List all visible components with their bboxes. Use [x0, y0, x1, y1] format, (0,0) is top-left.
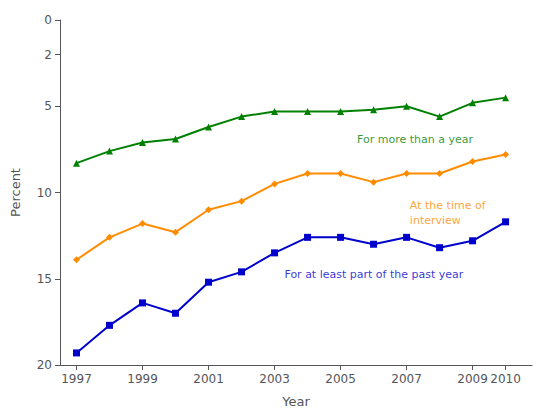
svg-text:1999: 1999: [127, 372, 158, 386]
svg-text:interview: interview: [410, 214, 461, 227]
svg-text:2: 2: [44, 48, 52, 62]
svg-text:2003: 2003: [259, 372, 290, 386]
svg-text:For at least part of the past: For at least part of the past year: [284, 268, 463, 281]
svg-text:2001: 2001: [193, 372, 224, 386]
svg-text:2010: 2010: [490, 372, 521, 386]
svg-text:5: 5: [44, 99, 52, 113]
svg-text:Percent: Percent: [8, 168, 23, 217]
svg-text:2007: 2007: [391, 372, 422, 386]
svg-text:0: 0: [44, 13, 52, 27]
svg-text:For more than a year: For more than a year: [357, 133, 473, 146]
svg-text:1997: 1997: [61, 372, 92, 386]
svg-text:Year: Year: [281, 394, 310, 409]
svg-text:15: 15: [37, 272, 52, 286]
svg-text:2009: 2009: [457, 372, 488, 386]
svg-text:2005: 2005: [325, 372, 356, 386]
svg-text:10: 10: [37, 186, 52, 200]
svg-text:At the time of: At the time of: [410, 199, 487, 212]
svg-text:20: 20: [37, 358, 52, 372]
